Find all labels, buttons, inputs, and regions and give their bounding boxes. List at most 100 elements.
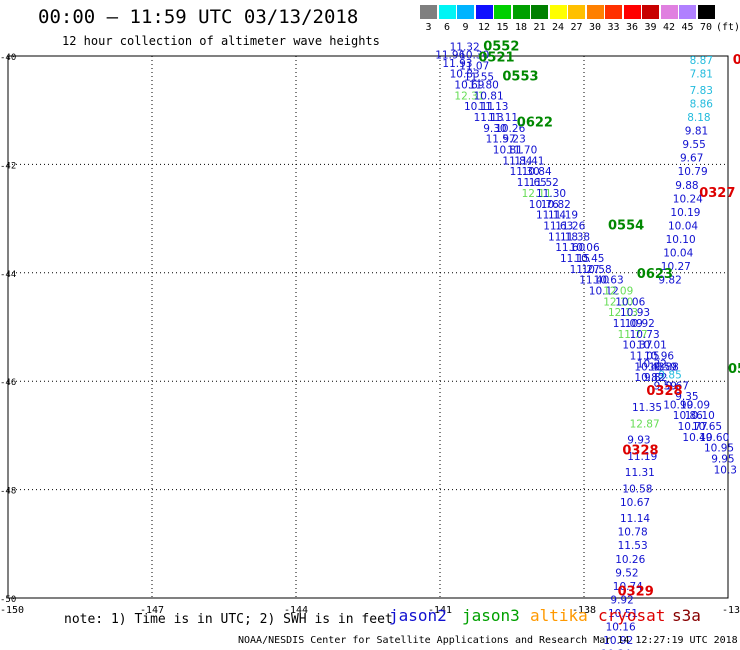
swh-value: 9.59 (654, 380, 677, 392)
swh-value: 10.10 (666, 234, 696, 246)
swh-value: 10.49 (682, 432, 712, 444)
swh-value: 9.67 (680, 153, 703, 165)
swh-value: 10.3 (714, 464, 737, 476)
swh-value: 11.26 (555, 220, 585, 232)
legend-unit: (ft) (716, 22, 740, 33)
swh-value: 9.95 (711, 454, 734, 466)
swh-value: 10.09 (680, 399, 710, 411)
lat-tick-label: -42 (0, 161, 16, 171)
legend-level-label: 18 (514, 22, 528, 33)
swh-value: 10.26 (495, 123, 525, 135)
legend-swatch (494, 5, 511, 19)
legend-level-label: 15 (496, 22, 509, 33)
swh-value: 11.19 (627, 451, 657, 463)
swh-value: 11.13 (478, 101, 508, 113)
swh-value: 10.82 (541, 199, 571, 211)
swh-value: 10.92 (625, 318, 655, 330)
swh-value: 11.57 (486, 134, 516, 146)
swh-value: 11.15 (560, 253, 590, 265)
swh-value: 11.70 (507, 145, 537, 157)
swh-value: 10.83 (450, 69, 480, 81)
swh-value: 10.11 (464, 101, 494, 113)
swh-value: 11.14 (620, 513, 650, 525)
units-note: note: 1) Time is in UTC; 2) SWH is in fe… (64, 612, 393, 627)
swh-value: 11.31 (625, 467, 655, 479)
swh-value: 8.87 (690, 55, 713, 67)
swh-value: 10.43 (634, 361, 664, 373)
swh-value: 11.05 (630, 351, 660, 363)
swh-value: 9.93 (627, 435, 650, 447)
mission-altika: altika (530, 606, 588, 625)
legend-level-label: 70 (699, 22, 713, 33)
swh-value: 10.81 (493, 145, 523, 157)
swh-value: 9.52 (615, 567, 638, 579)
pass-time-label: 0329 (618, 584, 654, 599)
swh-value: 11.41 (514, 155, 544, 167)
pass-time-label: 0328 (646, 384, 682, 399)
legend-swatch (642, 5, 659, 19)
lon-tick-label: -13 (722, 605, 740, 616)
swh-value: 7.83 (690, 85, 713, 97)
swh-value: 10.78 (618, 527, 648, 539)
swh-value: 10.06 (615, 296, 645, 308)
swh-value: 10.24 (673, 193, 703, 205)
legend-level-label: 30 (588, 22, 602, 33)
pass-time-label: 0623 (637, 267, 673, 282)
swh-value: 10.82 (634, 372, 664, 384)
swh-value: 10.74 (613, 581, 643, 593)
legend-level-label: 24 (551, 22, 565, 33)
lon-tick-label: -141 (428, 605, 452, 616)
legend-swatch (531, 5, 548, 19)
legend-swatch (660, 5, 678, 19)
swh-value: 10.10 (685, 410, 715, 422)
swh-value: 10.92 (603, 635, 633, 647)
lat-tick-label: -46 (0, 378, 16, 388)
swh-value: 11.55 (464, 71, 494, 83)
legend-swatch (623, 5, 641, 19)
swh-value: 11.09 (613, 318, 643, 330)
swh-value: 9.85 (658, 369, 681, 381)
swh-value: 10.86 (673, 410, 703, 422)
pass-time-label: 0553 (502, 69, 538, 84)
swh-value: 11.27 (570, 264, 600, 276)
swh-value: 9.92 (610, 594, 633, 606)
legend-swatch (549, 5, 567, 19)
swh-value: 12.13 (608, 307, 638, 319)
swh-value: 9.82 (658, 275, 681, 287)
swh-value: 8.18 (687, 112, 710, 124)
lon-tick-label: -150 (0, 605, 24, 616)
legend-level-label: 33 (607, 22, 620, 33)
swh-value: 10.69 (454, 80, 484, 92)
pass-time-label: 05 (728, 362, 740, 377)
pass-time-label: 0552 (483, 40, 519, 55)
swh-value: 9.35 (675, 391, 698, 403)
swh-value: 11.11 (488, 112, 518, 124)
pass-time-label: 0622 (517, 115, 553, 130)
swh-value: 11.65 (517, 177, 547, 189)
pass-time-label: 0521 (478, 50, 514, 65)
lat-tick-label: -50 (0, 595, 16, 605)
credit-footer: NOAA/NESDIS Center for Satellite Applica… (238, 635, 738, 646)
swh-value: 10.99 (663, 399, 693, 411)
swh-value: 11.30 (536, 188, 566, 200)
swh-value: 10.06 (570, 242, 600, 254)
pass-time-label: 0327 (699, 186, 735, 201)
swh-value: 10.19 (670, 207, 700, 219)
swh-value: 11.13 (474, 112, 504, 124)
swh-value: 11.96 (435, 50, 465, 62)
swh-value: 10.58 (622, 483, 652, 495)
swh-value: 10.63 (594, 275, 624, 287)
pass-time-label: 0326 (733, 53, 740, 68)
swh-value: 10.95 (704, 443, 734, 455)
swh-value: 10.79 (678, 166, 708, 178)
swh-value: 10.88 (649, 361, 679, 373)
swh-value: 11.80 (469, 80, 499, 92)
swh-value: 11.93 (442, 58, 472, 70)
swh-value: 10.04 (663, 248, 693, 260)
swh-value: 10.16 (606, 622, 636, 634)
swh-value: 10.81 (474, 90, 504, 102)
swh-value: 11.77 (618, 329, 648, 341)
legend-swatch (475, 5, 493, 19)
swh-value: 10.34 (601, 649, 631, 650)
